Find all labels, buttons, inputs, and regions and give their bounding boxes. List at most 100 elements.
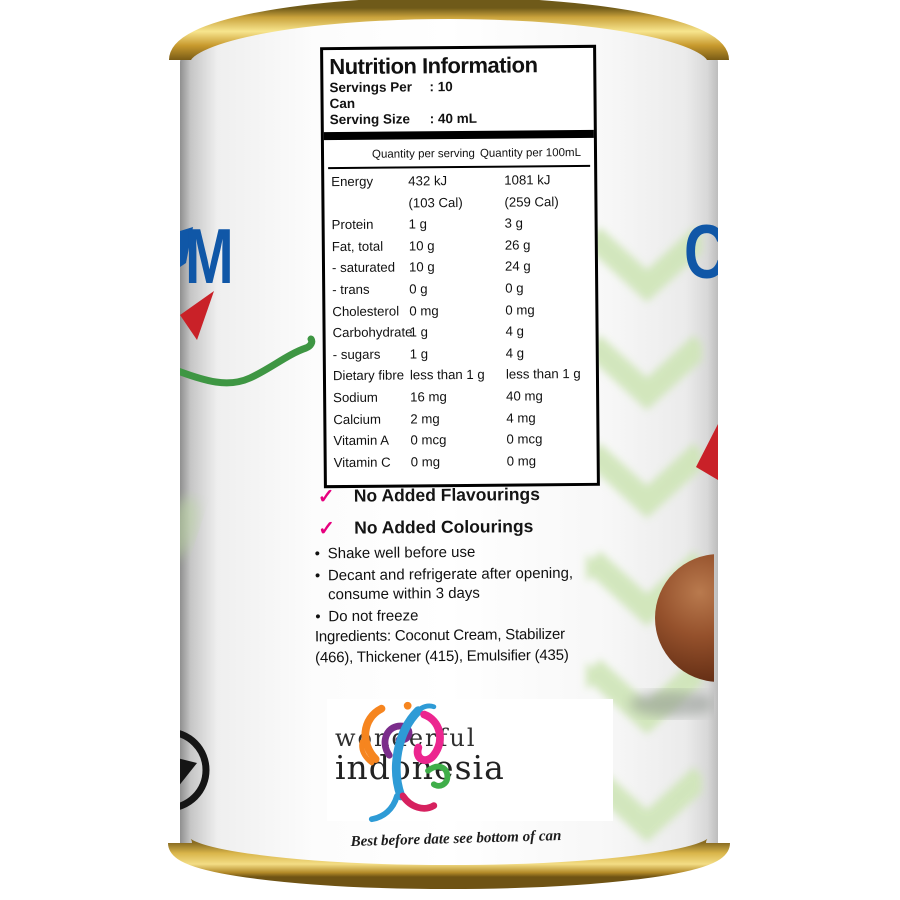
value-per-100ml: less than 1 g	[505, 366, 581, 382]
value-per-100ml: 26 g	[504, 237, 531, 253]
tourism-logo: wonderful indonesia	[327, 699, 613, 823]
serving-size-label: Serving Size	[329, 111, 411, 128]
left-letter-fragment	[180, 227, 193, 267]
checkmark-icon: ✓	[318, 517, 336, 540]
leaf-graphic	[180, 497, 199, 559]
value-per-100ml: 0 g	[505, 280, 524, 296]
checkmark-icon: ✓	[317, 485, 335, 508]
value-per-100ml: 4 mg	[506, 409, 536, 426]
ingredients-text: Ingredients: Coconut Cream, Stabilizer (…	[314, 625, 569, 666]
value-per-serving: 10 g	[408, 259, 435, 275]
coconut-shadow	[630, 691, 714, 717]
column-headers: Quantity per serving Quantity per 100mL	[372, 138, 594, 167]
value-per-100ml: 4 g	[505, 323, 524, 339]
value-per-serving: 1 g	[409, 346, 429, 362]
coconut-image	[655, 554, 714, 682]
table-row: Dietary fibre less than 1 g less than 1 g	[326, 363, 596, 387]
value-per-serving: 10 g	[408, 238, 435, 254]
value-per-serving: 1 g	[409, 324, 428, 340]
claim-text: No Added Colourings	[354, 516, 534, 538]
value-per-100ml: 0 mcg	[506, 431, 543, 447]
table-row: Calcium 2 mg 4 mg	[326, 406, 596, 430]
table-row: - saturated 10 g 24 g	[325, 255, 595, 279]
nutrient-name: Energy	[331, 173, 374, 190]
value-per-100ml: 0 mg	[506, 453, 537, 469]
claim-item: ✓ No Added Colourings	[318, 514, 540, 541]
recycling-icon	[180, 728, 210, 812]
table-row: Protein 1 g 3 g	[325, 212, 595, 236]
table-row: Fat, total 10 g 26 g	[325, 234, 595, 258]
value-per-100ml: 3 g	[504, 215, 524, 231]
nutrient-name: - trans	[332, 281, 370, 298]
usage-note-text: Do not freeze	[328, 606, 419, 625]
left-partial-letter: M	[185, 213, 234, 300]
value-per-serving: (103 Cal)	[408, 194, 463, 211]
value-per-100ml: 4 g	[505, 345, 525, 361]
nutrient-name: Fat, total	[331, 238, 384, 254]
value-per-100ml: 0 mg	[505, 301, 535, 318]
value-per-100ml: (259 Cal)	[504, 193, 559, 210]
can-bottom-rim	[168, 837, 730, 889]
table-row: Energy 432 kJ 1081 kJ	[324, 169, 594, 193]
value-per-100ml: 24 g	[504, 258, 531, 274]
usage-note-text: Decant and refrigerate after opening, co…	[327, 564, 574, 604]
nutrient-name: Vitamin C	[333, 454, 391, 470]
can-top-rim	[169, 0, 729, 62]
red-shard-left	[180, 291, 214, 340]
table-row: Cholesterol 0 mg 0 mg	[325, 298, 595, 322]
nutrient-name: Cholesterol	[332, 303, 400, 319]
claim-item: ✓ No Added Flavourings	[318, 482, 540, 509]
claim-text: No Added Flavourings	[353, 484, 540, 506]
usage-note-item: • Shake well before use	[315, 542, 583, 564]
nutrient-name: - saturated	[331, 259, 396, 276]
table-row: - trans 0 g 0 g	[325, 277, 595, 301]
nutrition-panel: Nutrition Information Servings Per Can :…	[320, 44, 600, 489]
table-row: Sodium 16 mg 40 mg	[326, 385, 596, 409]
nutrient-name: Protein	[331, 216, 374, 233]
bullet-icon: •	[315, 607, 321, 625]
claims-list: ✓ No Added Flavourings ✓ No Added Colour…	[318, 482, 541, 541]
value-per-serving: 1 g	[408, 216, 428, 232]
column-per-serving: Quantity per serving	[371, 147, 475, 161]
usage-note-text: Shake well before use	[327, 543, 476, 563]
nutrient-name: Vitamin A	[333, 432, 390, 449]
column-per-100ml: Quantity per 100mL	[479, 146, 582, 160]
servings-per-can-value: : 10	[429, 79, 453, 95]
usage-note-item: • Do not freeze	[315, 604, 583, 626]
table-row: Vitamin A 0 mcg 0 mcg	[326, 428, 596, 452]
value-per-serving: 0 g	[409, 281, 428, 297]
bullet-icon: •	[314, 566, 321, 584]
table-row: Carbohydrate 1 g 4 g	[325, 320, 595, 344]
nutrient-name: Calcium	[333, 411, 382, 427]
right-partial-letter: C	[684, 210, 727, 295]
value-per-serving: 2 mg	[410, 410, 440, 426]
serving-size-line: Serving Size : 40 mL	[324, 110, 594, 128]
wonderful-indonesia-bird-icon	[359, 701, 451, 823]
nutrient-name	[331, 192, 408, 214]
bullet-icon: •	[314, 545, 321, 563]
red-shard-right	[696, 424, 718, 480]
value-per-serving: 16 mg	[410, 389, 447, 405]
nutrient-name: Sodium	[333, 389, 378, 406]
usage-notes: • Shake well before use • Decant and ref…	[315, 542, 584, 627]
serving-size-value: : 40 mL	[429, 110, 478, 127]
nutrient-name: Dietary fibre	[332, 367, 405, 384]
table-row: - sugars 1 g 4 g	[326, 342, 596, 366]
table-row: Vitamin C 0 mg 0 mg	[327, 450, 597, 474]
value-per-100ml: 40 mg	[506, 388, 543, 404]
value-per-serving: 432 kJ	[408, 173, 448, 189]
servings-per-can-label: Servings Per Can	[329, 79, 413, 112]
value-per-serving: 0 mcg	[410, 432, 447, 448]
nutrition-title: Nutrition Information	[329, 52, 538, 80]
value-per-serving: 0 mg	[409, 302, 439, 319]
value-per-serving: less than 1 g	[409, 367, 485, 383]
nutrient-name: - sugars	[332, 346, 381, 362]
nutrient-name: Carbohydrate	[332, 324, 413, 341]
table-row: (103 Cal) (259 Cal)	[324, 190, 594, 214]
value-per-100ml: 1081 kJ	[504, 172, 551, 188]
usage-note-item: • Decant and refrigerate after opening, …	[315, 563, 583, 605]
value-per-serving: 0 mg	[410, 453, 441, 470]
vine-graphic	[180, 335, 316, 387]
servings-per-can-line: Servings Per Can : 10	[323, 78, 593, 112]
